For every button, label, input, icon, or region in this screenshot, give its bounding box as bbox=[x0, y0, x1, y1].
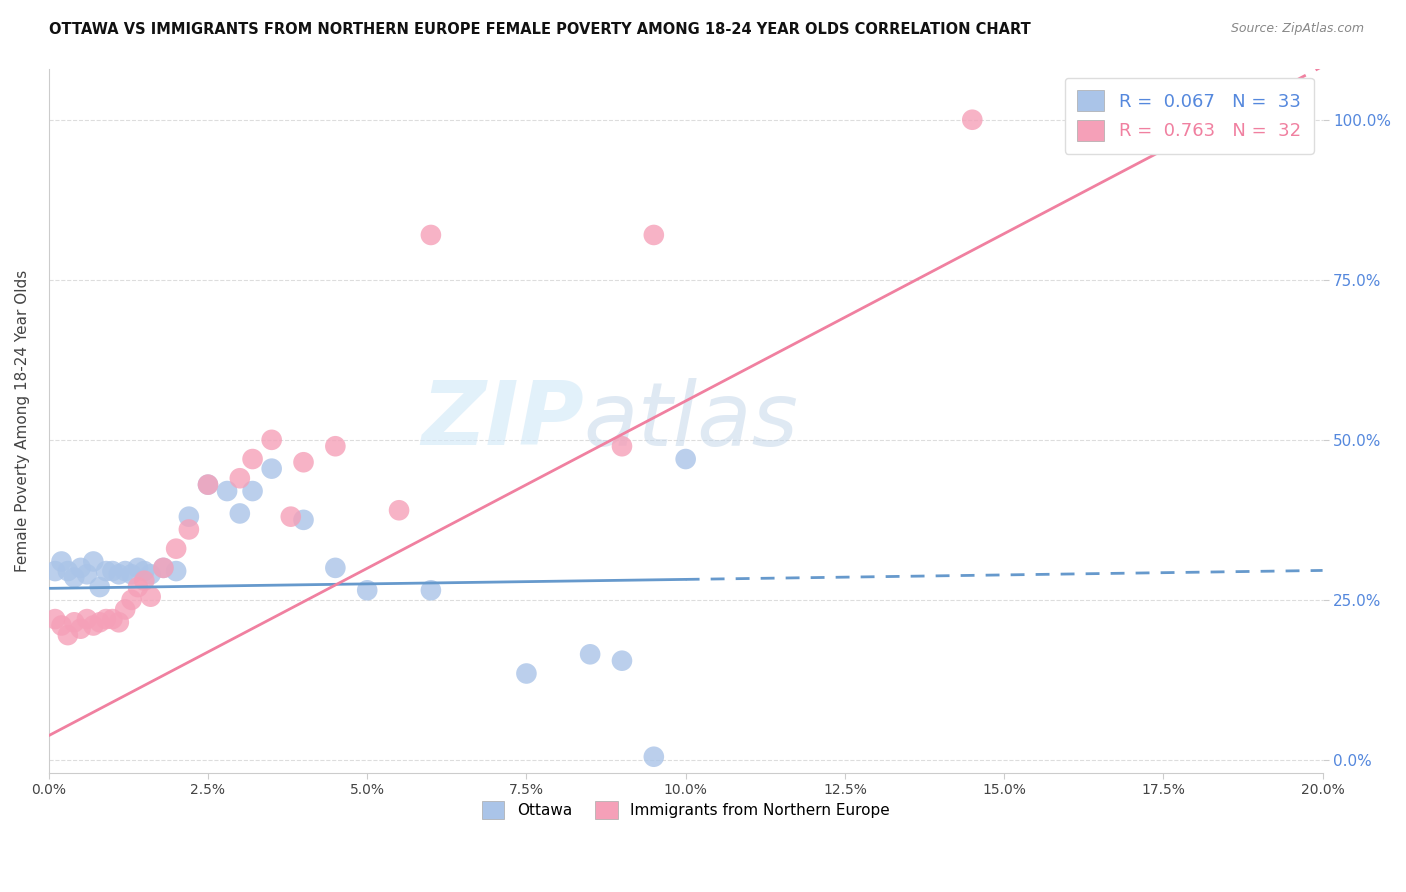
Point bbox=[134, 574, 156, 588]
Point bbox=[44, 612, 66, 626]
Point bbox=[134, 564, 156, 578]
Point bbox=[152, 561, 174, 575]
Point bbox=[419, 583, 441, 598]
Point bbox=[292, 513, 315, 527]
Text: atlas: atlas bbox=[583, 377, 799, 464]
Point bbox=[675, 452, 697, 467]
Point bbox=[89, 580, 111, 594]
Point bbox=[56, 628, 79, 642]
Point bbox=[610, 439, 633, 453]
Point bbox=[280, 509, 302, 524]
Point bbox=[152, 561, 174, 575]
Point bbox=[962, 112, 984, 127]
Text: OTTAWA VS IMMIGRANTS FROM NORTHERN EUROPE FEMALE POVERTY AMONG 18-24 YEAR OLDS C: OTTAWA VS IMMIGRANTS FROM NORTHERN EUROP… bbox=[49, 22, 1031, 37]
Text: Source: ZipAtlas.com: Source: ZipAtlas.com bbox=[1230, 22, 1364, 36]
Point bbox=[76, 612, 98, 626]
Point bbox=[101, 612, 124, 626]
Point bbox=[325, 439, 347, 453]
Point bbox=[108, 567, 131, 582]
Point bbox=[260, 461, 283, 475]
Point bbox=[114, 602, 136, 616]
Point bbox=[165, 541, 187, 556]
Point bbox=[69, 561, 91, 575]
Point bbox=[51, 618, 73, 632]
Point bbox=[579, 648, 602, 662]
Y-axis label: Female Poverty Among 18-24 Year Olds: Female Poverty Among 18-24 Year Olds bbox=[15, 269, 30, 572]
Point bbox=[515, 666, 537, 681]
Point bbox=[63, 615, 86, 630]
Point bbox=[139, 567, 162, 582]
Point bbox=[643, 227, 665, 242]
Point bbox=[56, 564, 79, 578]
Point bbox=[94, 564, 117, 578]
Point bbox=[69, 622, 91, 636]
Point bbox=[121, 593, 143, 607]
Point bbox=[165, 564, 187, 578]
Point bbox=[44, 564, 66, 578]
Point bbox=[356, 583, 378, 598]
Point bbox=[127, 580, 149, 594]
Point bbox=[325, 561, 347, 575]
Point bbox=[121, 567, 143, 582]
Point bbox=[94, 612, 117, 626]
Point bbox=[610, 654, 633, 668]
Point bbox=[388, 503, 411, 517]
Point bbox=[101, 564, 124, 578]
Point bbox=[108, 615, 131, 630]
Point bbox=[89, 615, 111, 630]
Point bbox=[1216, 112, 1239, 127]
Legend: Ottawa, Immigrants from Northern Europe: Ottawa, Immigrants from Northern Europe bbox=[475, 795, 896, 825]
Point bbox=[229, 471, 252, 485]
Point bbox=[242, 452, 264, 467]
Point bbox=[114, 564, 136, 578]
Point bbox=[82, 618, 104, 632]
Point bbox=[260, 433, 283, 447]
Point bbox=[419, 227, 441, 242]
Point bbox=[139, 590, 162, 604]
Point bbox=[177, 509, 200, 524]
Point bbox=[217, 484, 239, 499]
Text: ZIP: ZIP bbox=[420, 377, 583, 464]
Point bbox=[197, 477, 219, 491]
Point bbox=[76, 567, 98, 582]
Point bbox=[292, 455, 315, 469]
Point bbox=[643, 749, 665, 764]
Point bbox=[63, 570, 86, 584]
Point bbox=[127, 561, 149, 575]
Point bbox=[51, 554, 73, 568]
Point bbox=[197, 477, 219, 491]
Point bbox=[177, 523, 200, 537]
Point bbox=[229, 507, 252, 521]
Point bbox=[82, 554, 104, 568]
Point bbox=[242, 484, 264, 499]
